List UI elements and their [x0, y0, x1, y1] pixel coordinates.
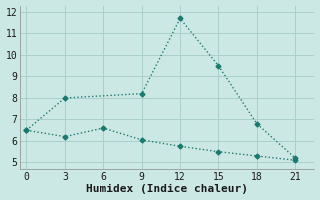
X-axis label: Humidex (Indice chaleur): Humidex (Indice chaleur)	[86, 184, 248, 194]
